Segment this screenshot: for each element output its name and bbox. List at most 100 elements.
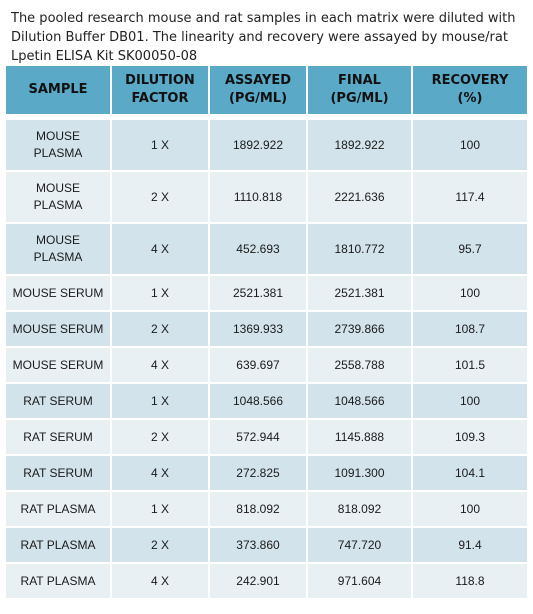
table-row: RAT SERUM 4 X 272.825 1091.300 104.1 [6, 456, 527, 492]
recovery-cell: 100 [413, 384, 527, 420]
sample-name-line: RAT PLASMA [20, 573, 96, 588]
table-row: RAT PLASMA 4 X 242.901 971.604 118.8 [6, 564, 527, 600]
header-final: FINAL (PG/ML) [308, 66, 413, 120]
final-cell: 2558.788 [308, 348, 413, 384]
header-assayed: ASSAYED (PG/ML) [210, 66, 308, 120]
final-cell: 1892.922 [308, 120, 413, 172]
sample-name-line: MOUSE [35, 129, 80, 143]
final-cell: 1145.888 [308, 420, 413, 456]
recovery-cell: 95.7 [413, 224, 527, 276]
dilution-factor-cell: 4 X [112, 348, 210, 384]
assayed-cell: 2521.381 [210, 276, 308, 312]
linearity-recovery-table: SAMPLE DILUTION FACTOR ASSAYED (PG/ML) FINAL (… [6, 66, 527, 600]
table-row: MOUSE PLASMA 1 X 1892.922 1892.922 100 [6, 120, 527, 172]
sample-cell: MOUSE PLASMA [6, 172, 112, 224]
final-cell: 1048.566 [308, 384, 413, 420]
sample-name-line: PLASMA [33, 146, 83, 160]
sample-cell: MOUSE SERUM [6, 276, 112, 312]
table-row: RAT SERUM 2 X 572.944 1145.888 109.3 [6, 420, 527, 456]
sample-cell: RAT PLASMA [6, 528, 112, 564]
recovery-cell: 117.4 [413, 172, 527, 224]
table-header: SAMPLE DILUTION FACTOR ASSAYED (PG/ML) FINAL (… [6, 66, 527, 120]
header-sample-line: SAMPLE [28, 82, 88, 97]
final-cell: 2521.381 [308, 276, 413, 312]
recovery-cell: 108.7 [413, 312, 527, 348]
dilution-factor-cell: 1 X [112, 492, 210, 528]
header-dilution-factor-line: DILUTION [125, 73, 195, 88]
header-assayed-line: ASSAYED [224, 73, 292, 88]
final-cell: 1091.300 [308, 456, 413, 492]
final-cell: 747.720 [308, 528, 413, 564]
header-sample: SAMPLE [6, 66, 112, 120]
assayed-cell: 1892.922 [210, 120, 308, 172]
sample-cell: MOUSE SERUM [6, 348, 112, 384]
table-row: MOUSE PLASMA 4 X 452.693 1810.772 95.7 [6, 224, 527, 276]
recovery-cell: 100 [413, 492, 527, 528]
sample-name-line: MOUSE SERUM [12, 285, 104, 300]
dilution-factor-cell: 4 X [112, 564, 210, 600]
sample-cell: RAT PLASMA [6, 492, 112, 528]
dilution-factor-cell: 2 X [112, 528, 210, 564]
sample-cell: RAT SERUM [6, 456, 112, 492]
table-body: MOUSE PLASMA 1 X 1892.922 1892.922 100 MOUSE PL… [6, 120, 527, 600]
sample-cell: MOUSE PLASMA [6, 224, 112, 276]
table-row: RAT PLASMA 1 X 818.092 818.092 100 [6, 492, 527, 528]
header-dilution-factor-line: FACTOR [131, 91, 189, 106]
sample-name-line: RAT PLASMA [20, 501, 96, 516]
table-row: RAT SERUM 1 X 1048.566 1048.566 100 [6, 384, 527, 420]
header-recovery: RECOVERY (%) [413, 66, 527, 120]
header-final-line: (PG/ML) [330, 91, 389, 106]
assayed-cell: 572.944 [210, 420, 308, 456]
sample-name-line: MOUSE SERUM [12, 357, 104, 372]
header-recovery-line: (%) [457, 91, 483, 106]
final-cell: 971.604 [308, 564, 413, 600]
final-cell: 818.092 [308, 492, 413, 528]
assayed-cell: 272.825 [210, 456, 308, 492]
assayed-cell: 242.901 [210, 564, 308, 600]
recovery-cell: 100 [413, 276, 527, 312]
header-final-line: FINAL [338, 73, 381, 88]
sample-cell: MOUSE PLASMA [6, 120, 112, 172]
assayed-cell: 452.693 [210, 224, 308, 276]
recovery-cell: 118.8 [413, 564, 527, 600]
dilution-factor-cell: 1 X [112, 276, 210, 312]
recovery-cell: 101.5 [413, 348, 527, 384]
recovery-cell: 100 [413, 120, 527, 172]
dilution-factor-cell: 2 X [112, 172, 210, 224]
table-row: MOUSE SERUM 1 X 2521.381 2521.381 100 [6, 276, 527, 312]
dilution-factor-cell: 1 X [112, 120, 210, 172]
recovery-cell: 109.3 [413, 420, 527, 456]
sample-name-line: RAT PLASMA [20, 537, 96, 552]
assayed-cell: 818.092 [210, 492, 308, 528]
header-recovery-line: RECOVERY [431, 73, 509, 88]
header-assayed-line: (PG/ML) [228, 91, 288, 106]
intro-paragraph: The pooled research mouse and rat sample… [11, 11, 516, 64]
table-row: RAT PLASMA 2 X 373.860 747.720 91.4 [6, 528, 527, 564]
dilution-factor-cell: 1 X [112, 384, 210, 420]
sample-name-line: MOUSE [35, 181, 80, 195]
table-row: MOUSE PLASMA 2 X 1110.818 2221.636 117.4 [6, 172, 527, 224]
final-cell: 1810.772 [308, 224, 413, 276]
recovery-cell: 91.4 [413, 528, 527, 564]
sample-name-line: PLASMA [33, 198, 83, 212]
final-cell: 2221.636 [308, 172, 413, 224]
assayed-cell: 1110.818 [210, 172, 308, 224]
sample-cell: RAT SERUM [6, 420, 112, 456]
dilution-factor-cell: 2 X [112, 420, 210, 456]
sample-cell: RAT SERUM [6, 384, 112, 420]
assayed-cell: 1048.566 [210, 384, 308, 420]
sample-name-line: MOUSE SERUM [12, 321, 104, 336]
table-row: MOUSE SERUM 4 X 639.697 2558.788 101.5 [6, 348, 527, 384]
assayed-cell: 1369.933 [210, 312, 308, 348]
sample-name-line: RAT SERUM [23, 429, 93, 444]
sample-name-line: RAT SERUM [23, 465, 93, 480]
dilution-factor-cell: 4 X [112, 456, 210, 492]
dilution-factor-cell: 2 X [112, 312, 210, 348]
sample-name-line: MOUSE [35, 233, 80, 247]
final-cell: 2739.866 [308, 312, 413, 348]
table-row: MOUSE SERUM 2 X 1369.933 2739.866 108.7 [6, 312, 527, 348]
header-dilution-factor: DILUTION FACTOR [112, 66, 210, 120]
assayed-cell: 373.860 [210, 528, 308, 564]
header-row: SAMPLE DILUTION FACTOR ASSAYED (PG/ML) FINAL (… [6, 66, 527, 120]
dilution-factor-cell: 4 X [112, 224, 210, 276]
